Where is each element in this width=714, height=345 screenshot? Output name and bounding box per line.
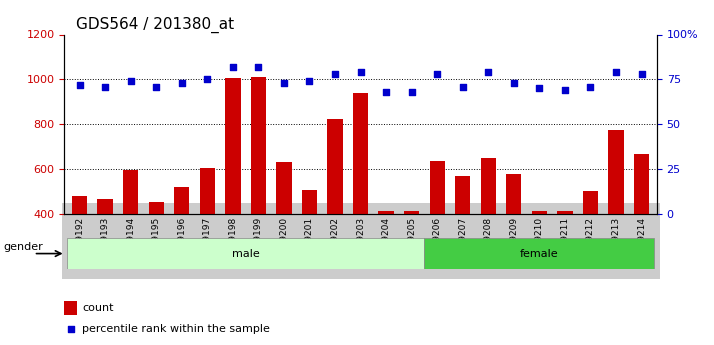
Bar	[353, 93, 368, 304]
Text: percentile rank within the sample: percentile rank within the sample	[82, 324, 270, 334]
Bar	[424, 238, 654, 269]
Bar	[532, 210, 547, 304]
Bar	[123, 170, 139, 304]
Bar	[302, 190, 317, 304]
Point	[227, 64, 238, 70]
Point	[151, 84, 162, 89]
Bar	[557, 210, 573, 304]
Point	[65, 326, 76, 332]
Point	[406, 89, 418, 95]
Point	[303, 78, 315, 84]
Text: male: male	[232, 249, 259, 258]
Point	[533, 86, 545, 91]
Point	[431, 71, 443, 77]
Point	[483, 69, 494, 75]
Point	[508, 80, 520, 86]
Bar	[64, 301, 77, 315]
Bar	[455, 176, 471, 304]
Bar	[72, 196, 87, 304]
Bar	[98, 199, 113, 304]
Bar	[608, 130, 623, 304]
Point	[457, 84, 468, 89]
Point	[381, 89, 392, 95]
Point	[355, 69, 366, 75]
Point	[636, 71, 648, 77]
Point	[99, 84, 111, 89]
Text: gender: gender	[4, 242, 44, 252]
Bar	[251, 77, 266, 304]
Bar	[378, 210, 394, 304]
Bar	[506, 174, 521, 304]
Point	[253, 64, 264, 70]
Bar	[174, 187, 189, 304]
Bar	[225, 78, 241, 304]
Point	[201, 77, 213, 82]
Point	[125, 78, 136, 84]
Bar	[200, 168, 215, 304]
Bar	[149, 201, 164, 304]
Text: count: count	[82, 303, 114, 313]
Text: GDS564 / 201380_at: GDS564 / 201380_at	[76, 17, 234, 33]
Point	[176, 80, 188, 86]
Bar	[327, 119, 343, 304]
Text: female: female	[520, 249, 558, 258]
Bar	[404, 210, 419, 304]
Point	[610, 69, 622, 75]
Bar	[67, 238, 424, 269]
Point	[278, 80, 290, 86]
Point	[329, 71, 341, 77]
Point	[559, 87, 570, 93]
Bar	[430, 161, 445, 304]
Bar	[583, 191, 598, 304]
Bar	[276, 162, 291, 304]
Bar	[481, 158, 496, 304]
Point	[585, 84, 596, 89]
Bar	[634, 155, 649, 304]
Point	[74, 82, 85, 88]
